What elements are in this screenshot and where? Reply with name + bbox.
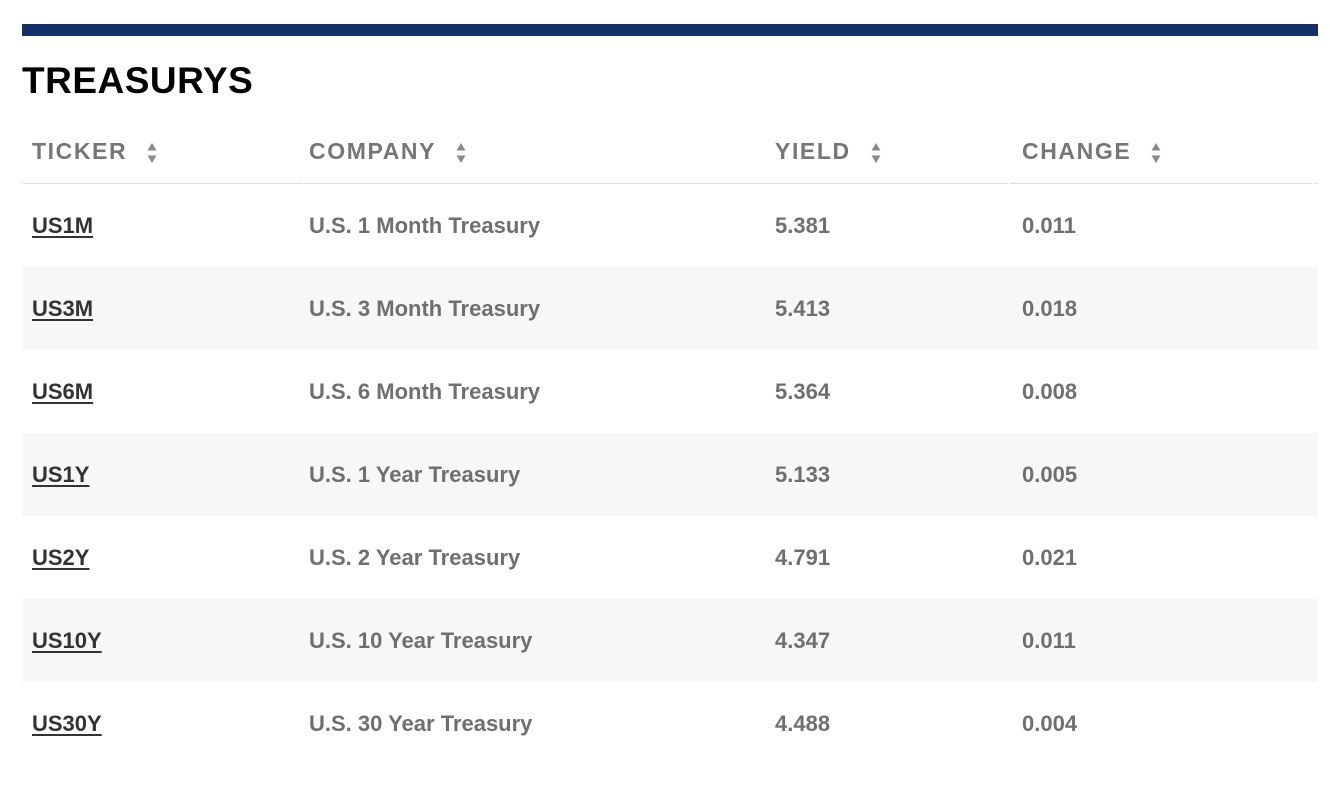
yield-cell: 5.133 — [765, 433, 1012, 516]
company-cell: U.S. 2 Year Treasury — [309, 544, 521, 570]
column-label: YIELD — [775, 138, 851, 164]
ticker-cell: US30Y — [22, 682, 299, 765]
company-cell: U.S. 3 Month Treasury — [299, 267, 765, 350]
yield-cell: 4.488 — [775, 710, 831, 736]
ticker-link[interactable]: US10Y — [32, 627, 102, 653]
company-cell: U.S. 1 Year Treasury — [299, 433, 765, 516]
company-cell: U.S. 1 Month Treasury — [309, 212, 541, 238]
table-row: US10Y U.S. 10 Year Treasury 4.347 0.011 — [22, 599, 1318, 682]
sort-icon[interactable] — [1151, 142, 1161, 164]
change-cell: 0.008 — [1022, 378, 1078, 404]
column-header-yield[interactable]: YIELD — [765, 120, 1012, 184]
change-cell: 0.011 — [1012, 599, 1318, 682]
ticker-cell: US3M — [22, 267, 299, 350]
sort-icon[interactable] — [147, 142, 157, 164]
table-row: US1M U.S. 1 Month Treasury 5.381 0.011 — [22, 184, 1318, 268]
ticker-link[interactable]: US2Y — [32, 544, 90, 570]
column-label: TICKER — [32, 138, 128, 164]
ticker-cell: US1M — [22, 184, 299, 268]
yield-cell: 5.413 — [765, 267, 1012, 350]
column-header-ticker[interactable]: TICKER — [22, 120, 299, 184]
table-row: US2Y U.S. 2 Year Treasury 4.791 0.021 — [22, 516, 1318, 599]
column-header-company[interactable]: COMPANY — [299, 120, 765, 184]
table-row: US30Y U.S. 30 Year Treasury 4.488 0.004 — [22, 682, 1318, 765]
section-title: TREASURYS — [22, 60, 254, 101]
ticker-link[interactable]: US6M — [32, 378, 94, 404]
ticker-cell: US10Y — [22, 599, 299, 682]
company-cell: U.S. 6 Month Treasury — [309, 378, 541, 404]
table-row: US1Y U.S. 1 Year Treasury 5.133 0.005 — [22, 433, 1318, 516]
header-row: TICKER COMPANY YIELD — [22, 120, 1318, 184]
company-cell: U.S. 30 Year Treasury — [309, 710, 533, 736]
ticker-link[interactable]: US1M — [32, 212, 94, 238]
table-row: US3M U.S. 3 Month Treasury 5.413 0.018 — [22, 267, 1318, 350]
yield-cell: 5.364 — [775, 378, 831, 404]
yield-cell: 4.791 — [775, 544, 831, 570]
column-label: COMPANY — [309, 138, 436, 164]
ticker-link[interactable]: US1Y — [32, 461, 90, 487]
yield-cell: 4.347 — [765, 599, 1012, 682]
sort-icon[interactable] — [456, 142, 466, 164]
treasurys-widget: TREASURYS TICKER COMPANY — [22, 24, 1318, 765]
ticker-cell: US6M — [22, 350, 299, 433]
table-row: US6M U.S. 6 Month Treasury 5.364 0.008 — [22, 350, 1318, 433]
change-cell: 0.021 — [1022, 544, 1078, 570]
table-header: TICKER COMPANY YIELD — [22, 120, 1318, 184]
column-label: CHANGE — [1022, 138, 1132, 164]
change-cell: 0.004 — [1022, 710, 1078, 736]
ticker-link[interactable]: US3M — [32, 295, 94, 321]
accent-bar — [22, 24, 1318, 36]
sort-icon[interactable] — [871, 142, 881, 164]
company-cell: U.S. 10 Year Treasury — [299, 599, 765, 682]
ticker-cell: US2Y — [22, 516, 299, 599]
ticker-link[interactable]: US30Y — [32, 710, 102, 736]
change-cell: 0.011 — [1022, 212, 1076, 238]
ticker-cell: US1Y — [22, 433, 299, 516]
yield-cell: 5.381 — [775, 212, 831, 238]
change-cell: 0.018 — [1012, 267, 1318, 350]
column-header-change[interactable]: CHANGE — [1012, 120, 1318, 184]
table-body: US1M U.S. 1 Month Treasury 5.381 0.011 U… — [22, 184, 1318, 766]
treasury-table: TICKER COMPANY YIELD — [22, 120, 1318, 765]
change-cell: 0.005 — [1012, 433, 1318, 516]
